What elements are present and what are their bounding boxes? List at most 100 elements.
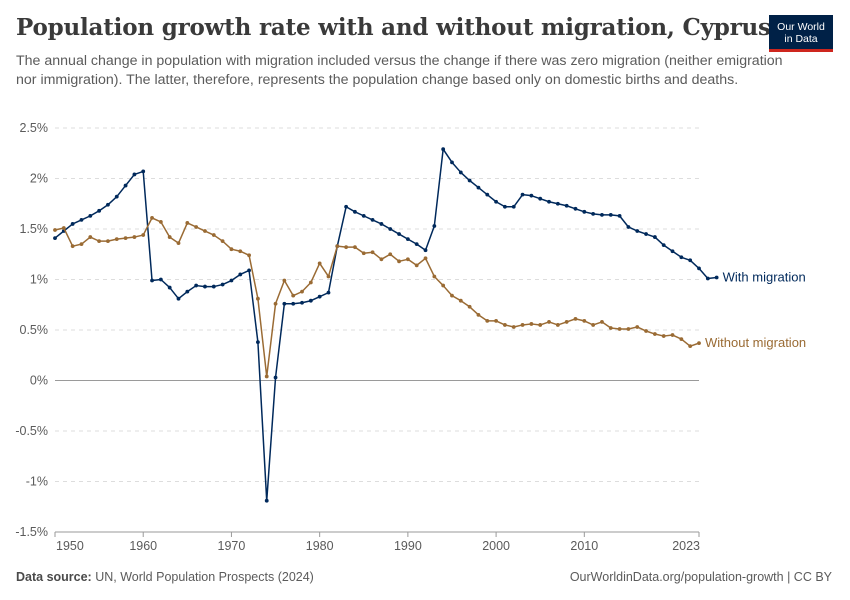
y-tick-label: 2% — [30, 172, 48, 186]
chart-title: Population growth rate with and without … — [16, 14, 771, 41]
data-point-without-migration — [88, 235, 93, 239]
data-point-without-migration — [344, 245, 349, 250]
data-point-without-migration — [661, 334, 666, 338]
data-point-without-migration — [256, 296, 260, 301]
series-label-without-migration: Without migration — [705, 335, 806, 350]
data-point-with-migration — [132, 172, 137, 177]
data-point-with-migration — [458, 170, 463, 175]
data-point-with-migration — [714, 275, 719, 280]
data-point-with-migration — [353, 209, 357, 214]
data-point-with-migration — [238, 272, 243, 277]
data-point-with-migration — [529, 193, 534, 198]
data-point-with-migration — [591, 211, 596, 216]
data-point-without-migration — [608, 326, 613, 330]
data-point-with-migration — [220, 282, 225, 287]
data-point-without-migration — [450, 293, 454, 298]
data-source-text: UN, World Population Prospects (2024) — [95, 570, 314, 584]
y-tick-label: 0% — [30, 374, 48, 388]
data-point-without-migration — [520, 323, 525, 327]
y-tick-label: -1% — [26, 475, 48, 489]
data-point-with-migration — [370, 218, 375, 222]
data-point-with-migration — [264, 498, 269, 503]
data-point-without-migration — [697, 341, 701, 346]
data-point-with-migration — [291, 301, 296, 306]
data-point-without-migration — [617, 327, 622, 331]
data-point-without-migration — [317, 261, 322, 266]
data-point-with-migration — [644, 232, 648, 236]
data-point-without-migration — [538, 323, 543, 327]
data-point-without-migration — [70, 244, 75, 249]
data-point-with-migration — [185, 289, 190, 294]
series-line-without-migration — [54, 217, 700, 378]
x-tick-label: 1950 — [56, 539, 84, 553]
data-point-without-migration — [247, 253, 251, 258]
data-point-without-migration — [353, 245, 357, 250]
data-point-with-migration — [652, 235, 657, 239]
data-point-with-migration — [538, 196, 543, 201]
data-point-with-migration — [114, 194, 119, 199]
data-point-without-migration — [547, 320, 551, 324]
data-point-with-migration — [705, 276, 710, 281]
data-point-without-migration — [405, 257, 410, 262]
x-tick-label: 1960 — [129, 539, 157, 553]
data-point-with-migration — [547, 199, 551, 204]
x-tick-label: 1970 — [218, 539, 246, 553]
data-point-with-migration — [158, 277, 163, 282]
data-point-without-migration — [564, 320, 569, 324]
owid-logo[interactable]: Our World in Data — [769, 15, 833, 52]
data-point-without-migration — [379, 257, 384, 262]
data-point-without-migration — [53, 228, 57, 232]
data-point-without-migration — [220, 239, 225, 244]
data-point-without-migration — [211, 233, 216, 237]
data-point-with-migration — [317, 294, 322, 299]
data-point-with-migration — [494, 199, 498, 204]
data-point-with-migration — [697, 266, 701, 271]
data-point-with-migration — [679, 255, 684, 260]
data-point-without-migration — [194, 225, 199, 229]
data-point-without-migration — [591, 323, 596, 327]
y-tick-label: 0.5% — [20, 323, 49, 337]
x-tick-label: 2000 — [482, 539, 510, 553]
data-point-with-migration — [273, 375, 278, 380]
y-tick-label: 1% — [30, 273, 48, 287]
data-point-without-migration — [511, 325, 516, 329]
data-point-without-migration — [688, 344, 693, 349]
data-point-with-migration — [635, 229, 640, 233]
data-point-with-migration — [361, 213, 366, 218]
data-point-without-migration — [388, 252, 393, 257]
data-point-with-migration — [555, 201, 560, 206]
data-point-with-migration — [670, 249, 675, 254]
data-point-without-migration — [670, 333, 675, 337]
data-point-with-migration — [141, 169, 146, 174]
data-point-with-migration — [229, 278, 234, 283]
data-point-with-migration — [582, 209, 587, 214]
data-point-with-migration — [106, 202, 110, 207]
data-point-with-migration — [388, 227, 393, 231]
data-point-with-migration — [661, 243, 666, 248]
data-point-with-migration — [485, 192, 490, 197]
data-source: Data source: UN, World Population Prospe… — [16, 570, 314, 584]
data-point-with-migration — [441, 147, 446, 152]
data-point-with-migration — [300, 300, 304, 305]
data-point-without-migration — [141, 233, 146, 237]
data-point-without-migration — [114, 237, 119, 242]
data-point-without-migration — [635, 325, 640, 329]
data-point-without-migration — [458, 298, 463, 303]
data-point-with-migration — [467, 178, 472, 183]
data-point-without-migration — [555, 323, 560, 327]
data-point-with-migration — [432, 224, 437, 228]
data-point-without-migration — [203, 229, 207, 233]
logo-line-2: in Data — [784, 33, 818, 45]
data-point-with-migration — [194, 283, 199, 288]
source-url-link[interactable]: OurWorldinData.org/population-growth | C… — [569, 570, 832, 584]
data-point-without-migration — [644, 329, 648, 333]
data-point-with-migration — [79, 218, 84, 222]
data-point-without-migration — [150, 215, 154, 220]
data-point-without-migration — [308, 280, 313, 285]
data-point-without-migration — [106, 239, 110, 244]
data-point-without-migration — [679, 337, 684, 341]
data-point-with-migration — [450, 160, 454, 165]
y-tick-label: 2.5% — [20, 121, 49, 135]
data-point-with-migration — [308, 298, 313, 303]
